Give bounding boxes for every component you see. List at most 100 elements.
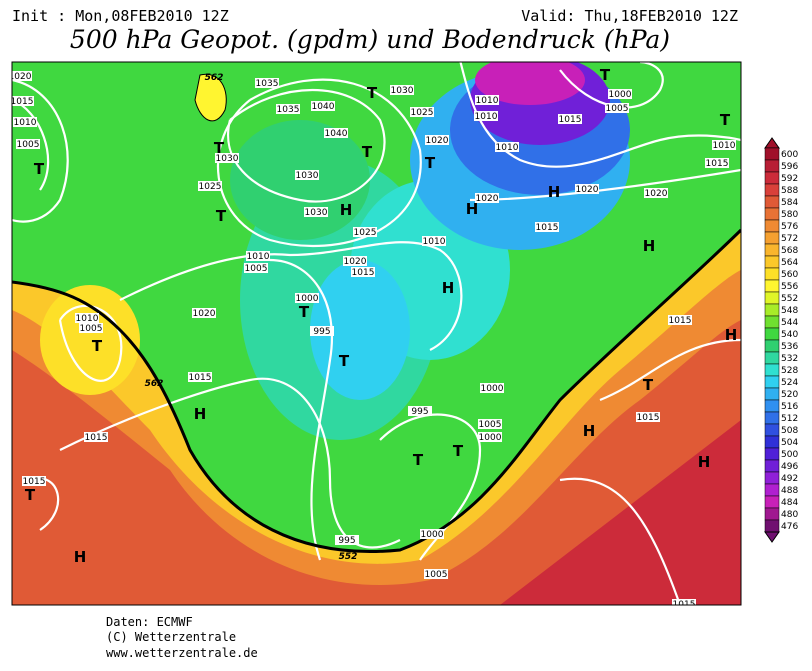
colorbar-label: 544 xyxy=(781,318,798,328)
isobar-label: 1040 xyxy=(312,102,335,112)
isobar-label: 1025 xyxy=(199,182,222,192)
colorbar-swatch xyxy=(764,363,780,377)
colorbar-label: 572 xyxy=(781,234,798,244)
isobar-label: 1015 xyxy=(352,268,375,278)
footer-line: (C) Wetterzentrale xyxy=(106,630,236,644)
isobar-label-bg xyxy=(478,419,502,429)
colorbar-swatch xyxy=(764,195,780,209)
isobar-label-bg xyxy=(79,323,103,333)
isobar-label-bg xyxy=(244,263,268,273)
colorbar-label: 600 xyxy=(781,150,798,160)
isobar-label-bg xyxy=(705,158,729,168)
colorbar-swatch xyxy=(764,447,780,461)
colorbar-label: 536 xyxy=(781,342,798,352)
pressure-center: H xyxy=(340,201,353,219)
pressure-center: H xyxy=(643,237,656,255)
warm-field xyxy=(500,420,741,605)
pressure-center: T xyxy=(92,337,103,355)
isobar-label: 1020 xyxy=(645,189,668,199)
isobar-label: 1015 xyxy=(11,97,34,107)
isobar-label-bg xyxy=(478,432,502,442)
colorbar-swatch xyxy=(764,351,780,365)
isobar-label: 1015 xyxy=(669,316,692,326)
colorbar-swatch xyxy=(764,483,780,497)
colorbar-swatch xyxy=(764,327,780,341)
colorbar-swatch xyxy=(764,171,780,185)
isobar-label: 1020 xyxy=(344,257,367,267)
isobar-label: 995 xyxy=(411,407,428,417)
pressure-center: H xyxy=(698,453,711,471)
isobar-label-bg xyxy=(276,104,300,114)
isobar-label: 1000 xyxy=(421,530,444,540)
isobar-label-bg xyxy=(605,103,629,113)
isobar-label: 1015 xyxy=(706,159,729,169)
isobar-label: 1025 xyxy=(354,228,377,238)
colorbar-swatch xyxy=(764,495,780,509)
isobar-label-bg xyxy=(668,315,692,325)
colorbar-swatch xyxy=(764,219,780,233)
isobar-label-bg xyxy=(608,89,632,99)
pressure-center: T xyxy=(453,442,464,460)
isobar-label-bg xyxy=(343,256,367,266)
isobar-label: 1015 xyxy=(673,600,696,610)
isobar-label: 1005 xyxy=(17,140,40,150)
pressure-center: T xyxy=(643,376,654,394)
pressure-center: T xyxy=(25,486,36,504)
isobar-label: 1000 xyxy=(609,90,632,100)
colorbar-label: 564 xyxy=(781,258,798,268)
pressure-center: T xyxy=(413,451,424,469)
pressure-center: T xyxy=(367,84,378,102)
isobar-label-bg xyxy=(495,142,519,152)
isobar-label: 1035 xyxy=(277,105,300,115)
isobar-label: 1020 xyxy=(426,136,449,146)
isobar-label-bg xyxy=(192,308,216,318)
isobar-label-bg xyxy=(335,535,359,545)
isobar-label-bg xyxy=(475,193,499,203)
pressure-center: H xyxy=(583,422,596,440)
colorbar-swatch xyxy=(764,459,780,473)
isobar-label: 1015 xyxy=(23,477,46,487)
pressure-center: H xyxy=(548,183,561,201)
isobar-label: 1005 xyxy=(606,104,629,114)
isobar-label: 1010 xyxy=(476,96,499,106)
pressure-center: H xyxy=(466,200,479,218)
isobar-label: 1010 xyxy=(713,141,736,151)
pressure-center: T xyxy=(600,66,611,84)
isobar-label-bg xyxy=(712,140,736,150)
isobar-label-bg xyxy=(351,267,375,277)
colorbar-swatch xyxy=(764,399,780,413)
isobar-label-bg xyxy=(324,128,348,138)
isobar-label: 1030 xyxy=(216,154,239,164)
isobar-label: 995 xyxy=(338,536,355,546)
field-484 xyxy=(475,62,585,105)
colorbar-label: 592 xyxy=(781,174,798,184)
colorbar-swatch xyxy=(764,339,780,353)
pressure-center: T xyxy=(720,111,731,129)
colorbar-swatch xyxy=(764,507,780,521)
colorbar-label: 596 xyxy=(781,162,798,172)
valid-label: Valid: Thu,18FEB2010 12Z xyxy=(521,7,738,25)
isobar-label-bg xyxy=(310,326,334,336)
isobar-label-bg xyxy=(16,139,40,149)
pressure-center: T xyxy=(34,160,45,178)
isobar-label: 1005 xyxy=(245,264,268,274)
colorbar-swatch xyxy=(764,147,780,161)
isobar-label: 995 xyxy=(313,327,330,337)
isobar-label: 1010 xyxy=(76,314,99,324)
colorbar-label: 576 xyxy=(781,222,798,232)
colorbar-swatch xyxy=(764,423,780,437)
isobar-label-bg xyxy=(22,476,46,486)
colorbar-label: 528 xyxy=(781,366,798,376)
isobar-label: 1015 xyxy=(189,373,212,383)
colorbar-cap xyxy=(764,137,780,149)
colorbar-label: 504 xyxy=(781,438,798,448)
pressure-center: T xyxy=(339,352,350,370)
colorbar-label: 548 xyxy=(781,306,798,316)
isobar-label: 1010 xyxy=(247,252,270,262)
isobar-label-bg xyxy=(425,135,449,145)
isobar-label: 1000 xyxy=(296,294,319,304)
colorbar-label: 584 xyxy=(781,198,798,208)
geopotential-label: 552 xyxy=(339,552,358,562)
pressure-center: T xyxy=(216,207,227,225)
